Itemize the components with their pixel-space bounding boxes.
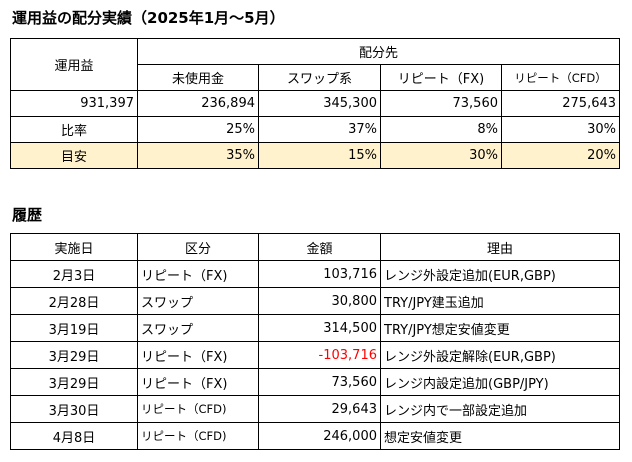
category-cell: リピート（FX) xyxy=(137,368,259,396)
reason-cell: レンジ内設定追加(GBP/JPY) xyxy=(380,368,620,396)
target-cell: 15% xyxy=(258,142,381,169)
amount-cell: 236,894 xyxy=(137,90,259,117)
target-cell: 30% xyxy=(380,142,502,169)
allocation-summary-table: 運用益 配分先 未使用金 スワップ系 リピート（FX) リピート（CFD） 93… xyxy=(10,38,621,169)
summary-header-row-2: 未使用金 スワップ系 リピート（FX) リピート（CFD） xyxy=(11,64,621,91)
date-cell: 3月30日 xyxy=(10,395,138,423)
date-cell: 3月29日 xyxy=(10,341,138,369)
ratio-row: 比率 25% 37% 8% 30% xyxy=(10,116,621,143)
table-row: 4月8日 リピート（CFD) 246,000 想定安値変更 xyxy=(10,422,620,450)
column-header: スワップ系 xyxy=(258,64,381,91)
amount-cell-negative: -103,716 xyxy=(258,341,381,369)
category-cell: リピート（CFD) xyxy=(137,422,259,450)
history-title: 履歴 xyxy=(12,206,43,224)
table-row: 3月19日 スワップ 314,500 TRY/JPY想定安値変更 xyxy=(10,314,620,342)
target-row: 目安 35% 15% 30% 20% xyxy=(10,142,621,169)
column-header: リピート（FX) xyxy=(380,64,502,91)
category-cell: リピート（CFD) xyxy=(137,395,259,423)
amount-cell: 103,716 xyxy=(258,260,381,288)
summary-header-row-1: 運用益 配分先 xyxy=(10,38,621,91)
amount-cell: 73,560 xyxy=(258,368,381,396)
target-cell: 35% xyxy=(137,142,259,169)
amount-cell: 29,643 xyxy=(258,395,381,423)
amount-cell: 73,560 xyxy=(380,90,502,117)
reason-cell: レンジ外設定追加(EUR,GBP) xyxy=(380,260,620,288)
category-cell: スワップ xyxy=(137,314,259,342)
reason-cell: レンジ内で一部設定追加 xyxy=(380,395,620,423)
amount-row: 931,397 236,894 345,300 73,560 275,643 xyxy=(10,90,621,117)
profit-value: 931,397 xyxy=(10,90,138,117)
history-header-row: 実施日 区分 金額 理由 xyxy=(10,233,620,261)
reason-cell: TRY/JPY建玉追加 xyxy=(380,287,620,315)
ratio-cell: 8% xyxy=(380,116,502,143)
ratio-cell: 25% xyxy=(137,116,259,143)
date-cell: 3月29日 xyxy=(10,368,138,396)
history-table: 実施日 区分 金額 理由 2月3日 リピート（FX) 103,716 レンジ外設… xyxy=(10,233,620,450)
date-cell: 2月3日 xyxy=(10,260,138,288)
category-cell: リピート（FX) xyxy=(137,341,259,369)
table-row: 2月3日 リピート（FX) 103,716 レンジ外設定追加(EUR,GBP) xyxy=(10,260,620,288)
history-column-header: 区分 xyxy=(137,233,259,261)
history-column-header: 実施日 xyxy=(10,233,138,261)
table-row: 3月30日 リピート（CFD) 29,643 レンジ内で一部設定追加 xyxy=(10,395,620,423)
target-cell: 20% xyxy=(500,142,621,169)
amount-cell: 345,300 xyxy=(258,90,381,117)
reason-cell: 想定安値変更 xyxy=(380,422,620,450)
date-cell: 2月28日 xyxy=(10,287,138,315)
reason-cell: TRY/JPY想定安値変更 xyxy=(380,314,620,342)
date-cell: 4月8日 xyxy=(10,422,138,450)
table-row: 3月29日 リピート（FX) -103,716 レンジ外設定解除(EUR,GBP… xyxy=(10,341,620,369)
amount-cell: 314,500 xyxy=(258,314,381,342)
ratio-cell: 30% xyxy=(500,116,621,143)
column-header: 未使用金 xyxy=(137,64,259,91)
ratio-label: 比率 xyxy=(10,116,138,143)
column-header: リピート（CFD） xyxy=(500,64,621,91)
profit-header: 運用益 xyxy=(10,38,138,91)
amount-cell: 246,000 xyxy=(258,422,381,450)
category-cell: スワップ xyxy=(137,287,259,315)
history-column-header: 理由 xyxy=(380,233,620,261)
category-cell: リピート（FX) xyxy=(137,260,259,288)
table-row: 3月29日 リピート（FX) 73,560 レンジ内設定追加(GBP/JPY) xyxy=(10,368,620,396)
table-row: 2月28日 スワップ 30,800 TRY/JPY建玉追加 xyxy=(10,287,620,315)
date-cell: 3月19日 xyxy=(10,314,138,342)
amount-cell: 275,643 xyxy=(500,90,621,117)
reason-cell: レンジ外設定解除(EUR,GBP) xyxy=(380,341,620,369)
history-column-header: 金額 xyxy=(258,233,381,261)
ratio-cell: 37% xyxy=(258,116,381,143)
allocation-header: 配分先 xyxy=(136,38,621,65)
amount-cell: 30,800 xyxy=(258,287,381,315)
target-label: 目安 xyxy=(10,142,138,169)
summary-title: 運用益の配分実績（2025年1月～5月） xyxy=(12,9,285,27)
